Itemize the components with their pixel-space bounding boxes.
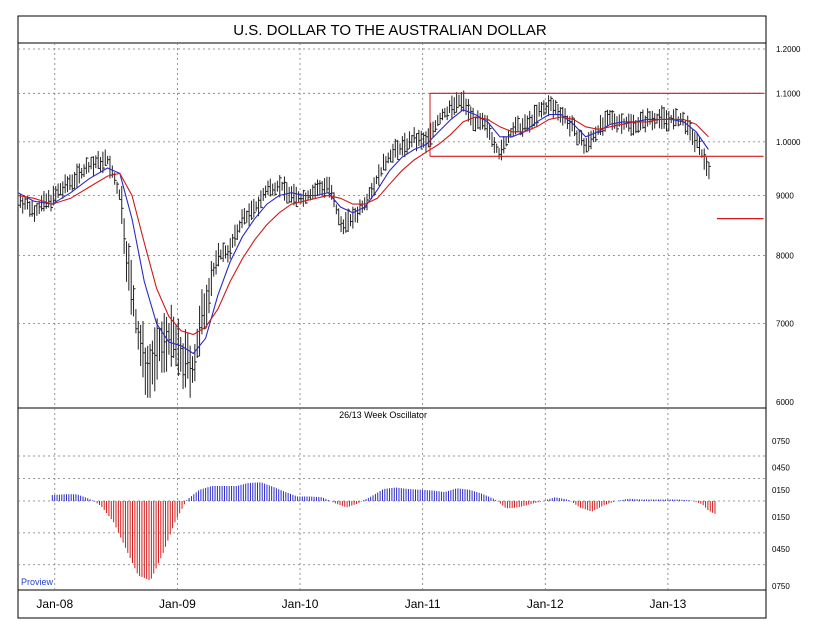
- y-tick-label: 7000: [776, 319, 794, 328]
- y-tick-label: 1.2000: [776, 45, 801, 54]
- x-tick-labels: Jan-08 Jan-09 Jan-10 Jan-11 Jan-12 Jan-13: [36, 597, 686, 611]
- moving-average-line: [17, 109, 709, 355]
- x-tick-label: Jan-11: [405, 597, 441, 611]
- annotation-lines: [429, 92, 764, 220]
- oscillator-title: 26/13 Week Oscillator: [339, 410, 427, 420]
- oscillator-bars: [51, 482, 716, 581]
- oscillator-tick-label: 0150: [772, 486, 790, 495]
- brand-label: Proview: [21, 577, 54, 587]
- y-tick-label: 6000: [776, 398, 794, 407]
- oscillator-tick-label: 0750: [772, 582, 790, 591]
- oscillator-tick-label: 0150: [772, 513, 790, 522]
- oscillator-tick-label: 0450: [772, 463, 790, 472]
- y-tick-label: 9000: [776, 192, 794, 201]
- oscillator-tick-label: 0450: [772, 545, 790, 554]
- y-tick-labels: 1.2000 1.1000 1.0000 9000 8000 7000 6000 0750 04…: [772, 45, 801, 591]
- x-tick-label: Jan-09: [159, 597, 196, 611]
- x-tick-label: Jan-08: [36, 597, 73, 611]
- price-panel-frame: [17, 42, 767, 409]
- y-tick-label: 1.1000: [776, 89, 801, 98]
- chart-title: U.S. DOLLAR TO THE AUSTRALIAN DOLLAR: [233, 22, 547, 39]
- x-tick-label: Jan-10: [282, 597, 319, 611]
- y-tick-label: 8000: [776, 251, 794, 260]
- grid: [18, 43, 766, 590]
- moving-average-line: [17, 116, 709, 336]
- x-tick-label: Jan-12: [527, 597, 564, 611]
- price-bars: [17, 90, 711, 398]
- y-tick-label: 1.0000: [776, 138, 801, 147]
- x-axis-frame: [17, 589, 767, 619]
- oscillator-tick-label: 0750: [772, 437, 790, 446]
- price-series: [17, 109, 709, 355]
- x-tick-label: Jan-13: [650, 597, 687, 611]
